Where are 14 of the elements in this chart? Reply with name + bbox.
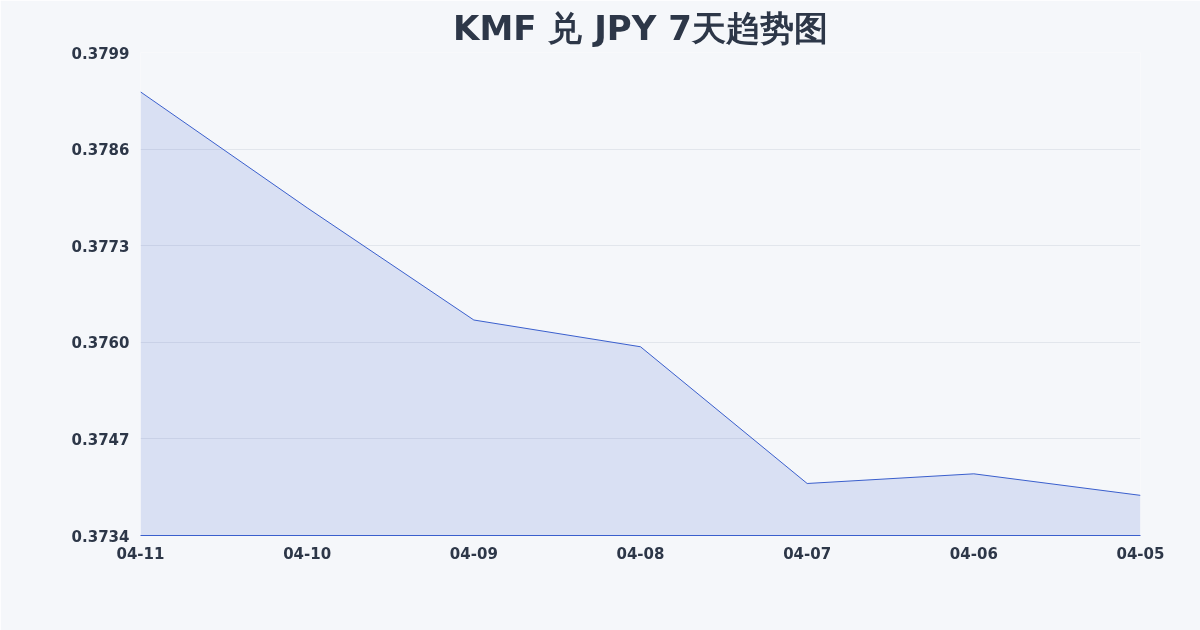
x-tick-label: 04-10 xyxy=(283,544,332,563)
y-tick-label: 0.3786 xyxy=(71,141,130,160)
chart-title: KMF 兑 JPY 7天趋势图 xyxy=(453,7,828,48)
y-tick-label: 0.3773 xyxy=(71,237,130,256)
x-tick-label: 04-05 xyxy=(1116,544,1165,563)
x-tick-label: 04-09 xyxy=(449,544,498,563)
y-tick-label: 0.3747 xyxy=(71,430,130,449)
x-tick-label: 04-11 xyxy=(116,544,165,563)
x-tick-label: 04-07 xyxy=(783,544,832,563)
x-tick-label: 04-06 xyxy=(949,544,998,563)
y-tick-label: 0.3734 xyxy=(71,527,130,546)
y-tick-label: 0.3799 xyxy=(71,44,130,63)
y-tick-label: 0.3760 xyxy=(71,334,130,353)
x-tick-label: 04-08 xyxy=(616,544,665,563)
